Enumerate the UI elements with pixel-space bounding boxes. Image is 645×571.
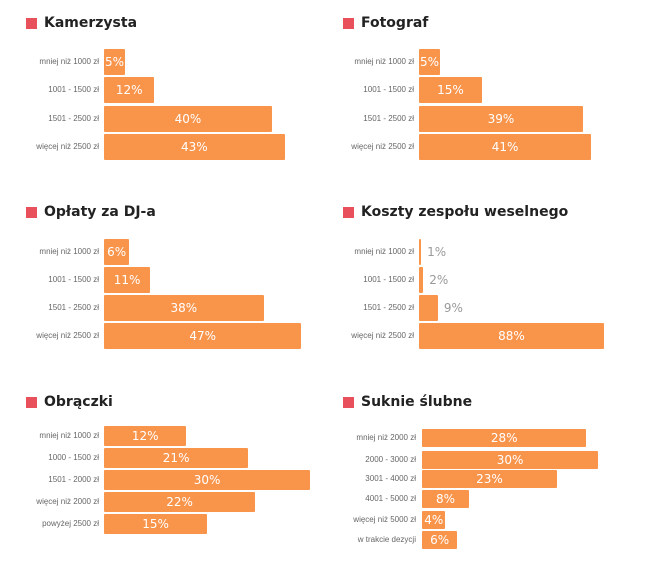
chart-title: Fotograf (343, 15, 428, 31)
chart-title: Suknie ślubne (343, 394, 472, 410)
bar (104, 267, 151, 293)
value-label: 5% (104, 55, 125, 69)
category-label: 1001 - 1500 zł (363, 85, 414, 94)
value-label: 47% (189, 329, 217, 343)
value-label: 38% (170, 301, 198, 315)
title-marker-icon (343, 17, 354, 29)
category-label: mniej niż 1000 zł (39, 431, 99, 440)
bar (104, 492, 256, 512)
value-label: 1% (427, 245, 447, 259)
category-label: 3001 - 4000 zł (365, 474, 416, 483)
bar (419, 49, 440, 75)
bar (104, 134, 285, 160)
value-label: 41% (491, 140, 519, 154)
title-marker-icon (26, 396, 37, 408)
category-label: więcej niż 2500 zł (351, 142, 414, 151)
bar (419, 323, 604, 349)
category-label: mniej niż 1000 zł (354, 57, 414, 66)
bar (422, 490, 469, 508)
category-label: 1001 - 1500 zł (48, 275, 99, 284)
value-label: 22% (166, 495, 193, 509)
category-label: 1501 - 2500 zł (363, 114, 414, 123)
value-label: 9% (443, 301, 463, 315)
value-label: 12% (115, 83, 143, 97)
title-marker-icon (343, 396, 354, 408)
value-label: 21% (162, 451, 190, 465)
chart-title: Obrączki (26, 394, 113, 410)
value-label: 23% (476, 472, 503, 486)
bar (104, 448, 249, 468)
chart-title-text: Suknie ślubne (361, 394, 473, 410)
chart-title: Opłaty za DJ-a (26, 204, 156, 220)
bar (104, 470, 311, 490)
category-label: 1001 - 1500 zł (363, 275, 414, 284)
bar (419, 239, 422, 265)
value-label: 28% (490, 431, 518, 445)
category-label: powyżej 2500 zł (42, 519, 99, 528)
chart-title-text: Koszty zespołu weselnego (361, 204, 569, 220)
bar (104, 323, 302, 349)
title-marker-icon (26, 17, 37, 29)
category-label: więcej niż 2500 zł (36, 142, 99, 151)
chart-title-text: Fotograf (361, 15, 429, 31)
category-label: mniej niż 1000 zł (39, 247, 99, 256)
value-label: 8% (435, 492, 455, 506)
bar (104, 239, 130, 265)
value-label: 39% (487, 112, 515, 126)
category-label: w trakcie dezycji (357, 535, 416, 544)
value-label: 6% (430, 533, 450, 547)
title-marker-icon (343, 206, 354, 218)
chart-title-text: Obrączki (44, 394, 113, 410)
category-label: 1501 - 2000 zł (48, 475, 99, 484)
category-label: więcej niż 5000 zł (353, 515, 416, 524)
bar (422, 429, 587, 447)
bar (104, 295, 264, 321)
category-label: więcej niż 2500 zł (351, 331, 414, 340)
category-label: mniej niż 1000 zł (354, 247, 414, 256)
value-label: 15% (142, 517, 169, 531)
category-label: 1501 - 2500 zł (48, 114, 99, 123)
category-label: mniej niż 1000 zł (39, 57, 99, 66)
bar (422, 451, 599, 469)
chart-title-text: Kamerzysta (44, 15, 138, 31)
category-label: 2000 - 3000 zł (365, 455, 416, 464)
value-label: 5% (419, 55, 440, 69)
title-marker-icon (26, 206, 37, 218)
category-label: 1501 - 2500 zł (48, 303, 99, 312)
value-label: 88% (498, 329, 525, 343)
bar (419, 295, 438, 321)
value-label: 30% (496, 453, 524, 467)
bar (422, 511, 446, 529)
category-label: 1001 - 1500 zł (48, 85, 99, 94)
value-label: 40% (174, 112, 202, 126)
bar (104, 77, 155, 103)
bar (419, 77, 482, 103)
category-label: więcej niż 2000 zł (36, 497, 99, 506)
chart-title-text: Opłaty za DJ-a (44, 204, 156, 220)
bar (419, 134, 592, 160)
value-label: 15% (437, 83, 464, 97)
value-label: 2% (429, 273, 449, 287)
value-label: 11% (113, 273, 141, 287)
value-label: 30% (193, 473, 221, 487)
chart-title: Koszty zespołu weselnego (343, 204, 568, 220)
bar (419, 267, 424, 293)
chart-title: Kamerzysta (26, 15, 137, 31)
category-label: 1000 - 1500 zł (48, 453, 99, 462)
bar (419, 106, 583, 132)
bar (104, 106, 272, 132)
bar (104, 49, 125, 75)
category-label: mniej niż 2000 zł (356, 433, 416, 442)
category-label: 1501 - 2500 zł (363, 303, 414, 312)
bar (104, 426, 187, 446)
category-label: 4001 - 5000 zł (365, 494, 416, 503)
value-label: 4% (424, 513, 444, 527)
bar (104, 514, 208, 534)
value-label: 12% (131, 429, 159, 443)
bar (422, 531, 458, 549)
bar (422, 470, 557, 488)
category-label: więcej niż 2500 zł (36, 331, 99, 340)
value-label: 6% (107, 245, 127, 259)
value-label: 43% (180, 140, 208, 154)
